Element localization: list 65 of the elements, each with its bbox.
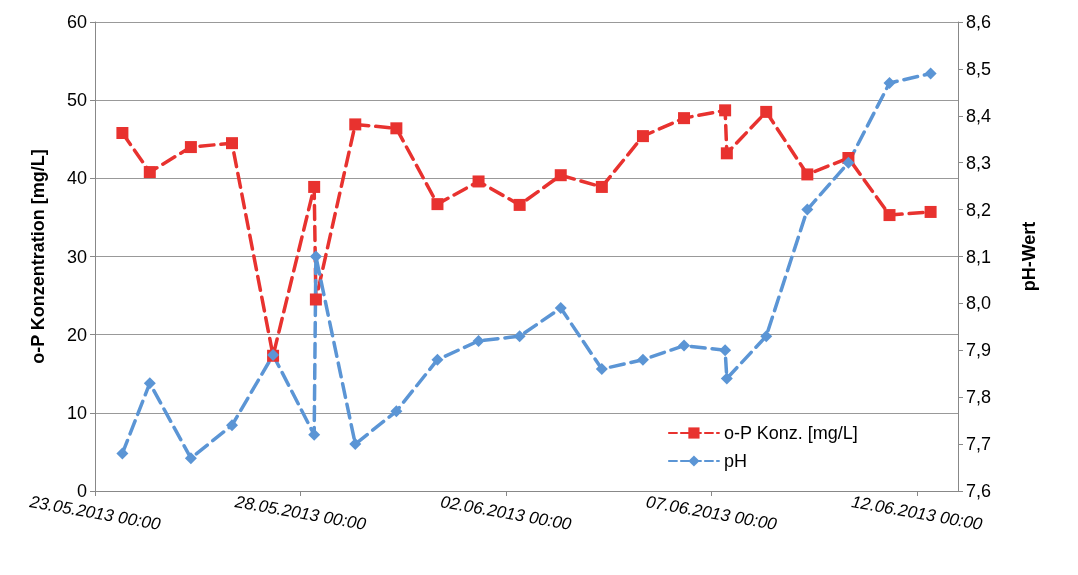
point [883, 209, 896, 222]
point [513, 198, 526, 211]
point [472, 334, 485, 347]
point [184, 452, 197, 465]
y2-tick-label: 8,6 [966, 12, 992, 32]
y2-tick-label: 7,7 [966, 434, 992, 455]
y2-tick-label: 8,1 [966, 246, 992, 267]
point [719, 104, 732, 117]
point [390, 405, 403, 418]
y-tick-label: 10 [66, 402, 87, 423]
point [143, 166, 156, 179]
point [225, 137, 238, 150]
x-tick-label: 28.05.2013 00:00 [232, 491, 368, 534]
y-axis-title: o-P Konzentration [mg/L] [28, 149, 48, 364]
y2-tick-label: 8,3 [966, 152, 992, 173]
y2-tick-label: 7,8 [966, 387, 992, 408]
point [349, 438, 362, 451]
y-tick-label: 30 [66, 246, 87, 267]
point [472, 175, 485, 188]
point [308, 180, 321, 193]
legend-label: o-P Konz. [mg/L] [723, 423, 858, 443]
point [924, 205, 937, 218]
y2-tick-label: 8,4 [966, 105, 992, 126]
point [842, 156, 855, 169]
point [349, 118, 362, 131]
x-tick-label: 07.06.2013 00:00 [644, 492, 779, 534]
point [636, 130, 649, 143]
point [554, 169, 567, 182]
point [595, 180, 608, 193]
x-tick-label: 02.06.2013 00:00 [439, 492, 574, 534]
point [431, 198, 444, 211]
point [390, 122, 403, 135]
y2-tick-label: 8,5 [966, 58, 992, 79]
legend-label: pH [723, 451, 747, 471]
point [760, 105, 773, 118]
y2-tick-label: 7,9 [966, 340, 992, 361]
y-tick-label: 50 [66, 90, 87, 111]
y-tick-label: 60 [66, 12, 87, 32]
point [116, 127, 129, 139]
point [309, 293, 322, 306]
point [801, 168, 814, 181]
y-tick-label: 40 [66, 168, 87, 189]
point [116, 447, 129, 460]
point [184, 141, 197, 154]
point [720, 372, 733, 385]
y-tick-label: 0 [76, 481, 87, 501]
point [225, 419, 238, 432]
y2-tick-label: 8,0 [966, 293, 992, 314]
point [720, 147, 733, 160]
y2-axis-title: pH-Wert [1019, 221, 1039, 292]
y-tick-label: 20 [66, 324, 87, 345]
point [143, 377, 156, 390]
point [554, 302, 567, 315]
y2-tick-label: 8,2 [966, 199, 992, 220]
y2-tick-label: 7,6 [966, 481, 992, 501]
point [801, 203, 814, 216]
point [719, 344, 732, 357]
point [924, 67, 937, 80]
point [760, 330, 773, 343]
point [678, 339, 691, 352]
point [431, 353, 444, 366]
point [678, 112, 691, 125]
point [883, 76, 896, 89]
point [636, 353, 649, 366]
point [595, 363, 608, 376]
